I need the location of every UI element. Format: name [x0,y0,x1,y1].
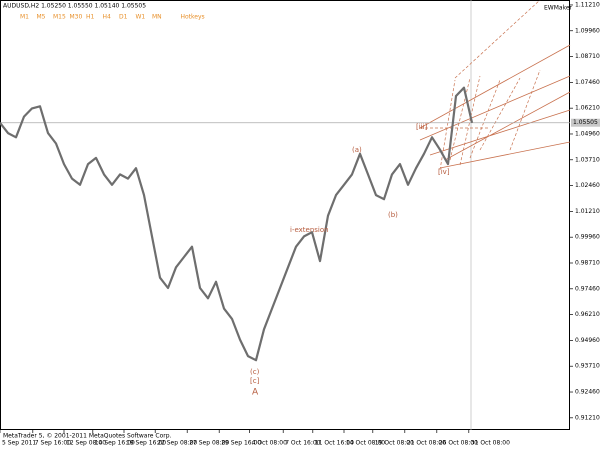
x-tick-label: 29 Sep 16:00 [221,440,261,447]
wave-label: [iii] [416,123,428,131]
y-tick-label: 0.91210 [575,414,600,421]
x-tick-label: 5 Sep 2011 [2,440,36,447]
y-tick-label: 1.03710 [575,156,600,163]
x-tick-label: 31 Oct 08:00 [471,440,510,447]
y-tick-label: 0.99960 [575,234,600,241]
pitchfork [419,0,571,171]
wave-label: [iv] [438,168,450,176]
x-tick-label: 22 Sep 08:00 [157,440,197,447]
footer: MetaTrader 5, © 2001-2011 MetaQuotes Sof… [3,433,172,440]
timeframe-button[interactable]: M5 [37,14,46,21]
timeframe-button[interactable]: Hotkeys [181,14,205,21]
y-tick-label: 1.06210 [575,105,600,112]
price-label: 1.05505 [573,119,598,126]
wave-label: A [252,388,259,398]
y-tick-label: 0.97460 [575,285,600,292]
y-tick-label: 0.98710 [575,259,600,266]
y-tick-label: 1.11210 [575,1,600,8]
x-tick-label: 12 Sep 08:00 [66,440,106,447]
y-tick-label: 0.94960 [575,337,600,344]
x-tick-label: 4 Oct 08:00 [252,440,287,447]
y-tick-label: 1.01210 [575,208,600,215]
x-tick-label: 7 Oct 16:00 [285,440,320,447]
y-tick-label: 0.96210 [575,311,600,318]
wave-label: (b) [388,211,398,219]
x-tick-label: 19 Oct 08:00 [375,440,414,447]
x-tick-label: 26 Oct 08:00 [439,440,478,447]
y-tick-label: 0.92460 [575,389,600,396]
x-tick-label: 19 Sep 16:00 [126,440,166,447]
y-tick-label: 1.07460 [575,79,600,86]
timeframe-button[interactable]: H1 [86,14,95,21]
y-tick-label: 1.08710 [575,53,600,60]
timeframe-button[interactable]: MN [152,14,162,21]
price-line-series [0,86,474,362]
y-tick-label: 1.04960 [575,130,600,137]
wave-label: (c) [250,368,260,376]
wave-label: i-extension [290,226,329,234]
timeframe-button[interactable]: M1 [20,14,29,21]
x-tick-label: 21 Oct 08:00 [407,440,446,447]
x-tick-label: 27 Sep 08:00 [189,440,229,447]
price-tag [571,118,600,127]
x-tick-label: 14 Oct 08:00 [346,440,385,447]
x-tick-label: 7 Sep 16:00 [35,440,71,447]
timeframe-button[interactable]: H4 [103,14,112,21]
wave-label: [c] [250,377,260,385]
y-tick-label: 0.93710 [575,363,600,370]
plot-frame [0,0,570,430]
timeframe-button[interactable]: W1 [136,14,146,21]
x-tick-label: 14 Sep 16:00 [95,440,135,447]
y-tick-label: 1.09960 [575,27,600,34]
wave-label: (a) [352,146,362,154]
brand: EWMaker [544,5,573,12]
x-tick-label: 11 Oct 16:00 [315,440,354,447]
y-tick-label: 1.02460 [575,182,600,189]
timeframe-button[interactable]: D1 [119,14,128,21]
chart-title: AUDUSD,H2 1.05250 1.05550 1.05140 1.0550… [3,3,146,10]
timeframe-button[interactable]: M30 [70,14,83,21]
timeframe-button[interactable]: M15 [53,14,66,21]
